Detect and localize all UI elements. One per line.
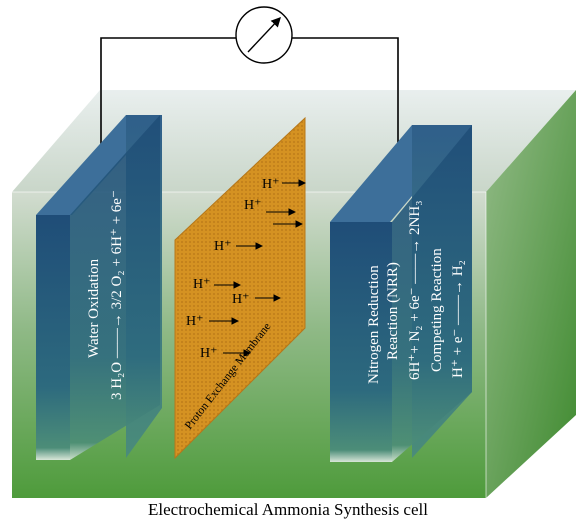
anode-electrode [36,115,162,460]
ion-label: H⁺ [186,314,204,329]
ion-5: H⁺ [232,292,282,307]
wire-left [100,37,236,170]
ion-7: H⁺ [200,346,252,361]
cathode-line3: 6H⁺+ N₂ + 6e⁻ ——→ 2NH₃ [407,201,423,380]
ion-label: H⁺ [244,198,262,213]
cathode-line1: Nitrogen Reduction [366,265,382,384]
ion-6: H⁺ [186,314,240,329]
ion-label: H⁺ [214,239,232,254]
ion-1: H⁺ [262,177,307,192]
cathode-electrode [330,125,472,462]
cathode-line5: H⁺ + e⁻ ——→ H₂ [450,260,466,378]
electrolyte-side-face [486,90,576,498]
cathode-line4: Competing Reaction [429,248,445,372]
meter-icon [235,6,293,64]
ion-label: H⁺ [193,277,211,292]
figure-caption: Electrochemical Ammonia Synthesis cell [148,500,428,519]
ion-label: H⁺ [232,292,250,307]
anode-line1: Water Oxidation [86,258,102,358]
ion-3: H⁺ [214,239,264,254]
ion-2: H⁺ [244,198,304,228]
anode-line2: 3 H₂O ——→ 3/2 O₂ + 6H⁺ + 6e⁻ [109,190,125,400]
ion-4: H⁺ [193,277,242,292]
ion-label: H⁺ [200,346,218,361]
wire-right [292,37,399,168]
ion-label: H⁺ [262,177,280,192]
cathode-line2: Reaction (NRR) [385,262,401,360]
